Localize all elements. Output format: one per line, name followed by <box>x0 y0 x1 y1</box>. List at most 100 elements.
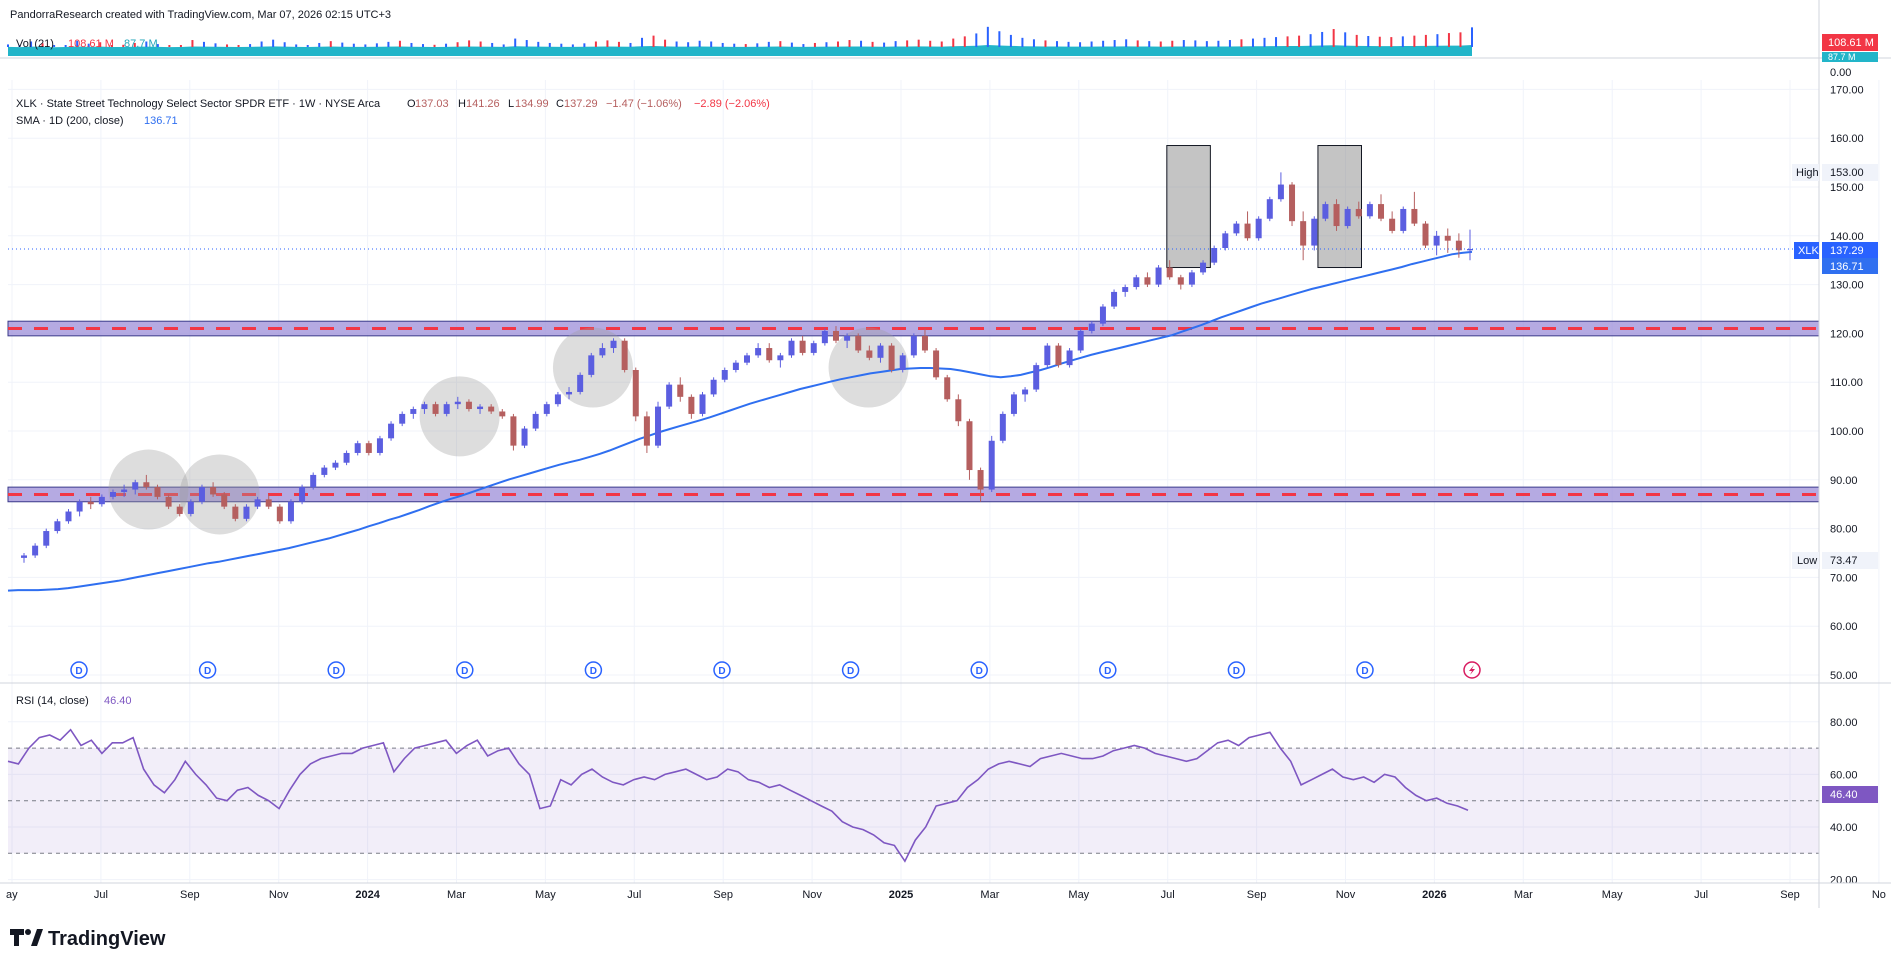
time-axis[interactable]: ay Jul Sep Nov 2024 Mar May Jul Sep Nov 2025 Mar May… <box>6 889 1886 901</box>
dividend-circle <box>198 661 217 679</box>
dividend-marker[interactable]: D <box>970 661 988 679</box>
volume-bar <box>802 44 805 47</box>
legend-o-value: 137.03 <box>415 98 449 110</box>
legend-change: −1.47 (−1.06%) <box>606 98 682 110</box>
dividend-letter: D <box>461 666 468 677</box>
candle-body <box>1122 287 1129 292</box>
time-tick-label: Mar <box>447 889 466 901</box>
dividend-marker[interactable]: D <box>198 661 217 679</box>
volume-bar <box>1251 38 1254 47</box>
volume-bar <box>606 40 609 47</box>
volume-bar <box>433 44 436 47</box>
sma-legend-label[interactable]: SMA · 1D (200, close) <box>16 115 124 127</box>
candle-body <box>1010 394 1017 414</box>
dividend-letter: D <box>75 666 82 677</box>
upcoming-earnings-icon[interactable] <box>1463 661 1481 679</box>
candle-body <box>1099 306 1106 324</box>
dividend-marker[interactable]: D <box>713 661 731 679</box>
volume-bar <box>1298 35 1301 47</box>
volume-bar <box>1182 40 1185 47</box>
volume-bar <box>1355 34 1358 47</box>
dividend-circle <box>456 661 474 679</box>
rsi-legend-label[interactable]: RSI (14, close) <box>16 695 89 707</box>
time-tick-label: Sep <box>180 889 200 901</box>
dividend-letter: D <box>590 666 597 677</box>
candle-body <box>388 423 395 439</box>
volume-bar <box>1275 37 1278 47</box>
candle-body <box>276 506 283 522</box>
candle-body <box>254 499 261 507</box>
dividend-marker[interactable]: D <box>1227 661 1246 679</box>
volume-bar <box>940 41 943 47</box>
volume-bar <box>894 41 897 47</box>
tradingview-logo[interactable]: TradingView <box>10 928 166 950</box>
volume-bar <box>744 44 747 47</box>
highlight-box[interactable] <box>1166 145 1211 269</box>
dividend-circle <box>70 661 88 679</box>
volume-bar <box>1044 40 1047 47</box>
candle-body <box>521 428 528 446</box>
dividend-marker[interactable]: D <box>456 661 474 679</box>
candle-body <box>1311 218 1318 246</box>
volume-bar <box>998 31 1001 47</box>
candle-body <box>98 496 105 505</box>
candle-body <box>977 470 984 490</box>
dividend-marker[interactable]: D <box>1099 661 1117 679</box>
time-tick-label: 2024 <box>355 889 380 901</box>
volume-bar <box>825 42 828 47</box>
rsi-line[interactable] <box>7 728 1469 863</box>
low-value: 73.47 <box>1830 555 1858 567</box>
candle-body <box>1378 204 1385 219</box>
dividend-circle <box>1099 661 1117 679</box>
volume-bar <box>202 41 205 47</box>
volume-bar <box>767 41 770 47</box>
highlight-circle[interactable] <box>108 449 189 530</box>
volume-bar <box>87 43 90 47</box>
price-axis[interactable]: 50.00 60.00 70.00 80.00 90.00 100.00 110.00 120… <box>1830 84 1864 886</box>
candle-body <box>210 487 217 495</box>
price-tick-label: 170.00 <box>1830 84 1864 96</box>
dividend-marker[interactable]: D <box>1356 661 1374 679</box>
volume-bar <box>848 40 851 47</box>
candle-body <box>688 396 695 414</box>
candle-body <box>1422 223 1429 246</box>
sma-line[interactable] <box>7 250 1473 592</box>
volume-bar <box>698 40 701 47</box>
legend-c-value: 137.29 <box>564 98 598 110</box>
time-tick-label: May <box>1602 889 1623 901</box>
volume-bar <box>664 39 667 47</box>
candle-body <box>332 462 339 468</box>
rsi-tick-label: 40.00 <box>1830 822 1858 834</box>
candle-body <box>921 335 928 351</box>
candle-body <box>287 501 294 522</box>
time-tick-label: Mar <box>1514 889 1533 901</box>
volume-bar <box>214 43 217 47</box>
candle-body <box>32 545 39 556</box>
time-tick-label: ay <box>6 889 18 901</box>
dividend-marker[interactable]: D <box>841 661 860 679</box>
candle-body <box>1266 199 1273 219</box>
candle-body <box>477 406 484 410</box>
volume-legend-label[interactable]: Vol (21) <box>16 38 54 50</box>
dividend-marker[interactable]: D <box>70 661 88 679</box>
dividend-circle <box>970 661 988 679</box>
highlight-circle[interactable] <box>419 376 500 457</box>
dividend-marker[interactable]: D <box>584 661 603 679</box>
high-label: High <box>1796 167 1819 179</box>
highlight-circle[interactable] <box>828 327 909 408</box>
volume-bar <box>721 42 724 47</box>
dividend-circle <box>1227 661 1246 679</box>
dividend-marker[interactable]: D <box>327 661 345 679</box>
highlight-circle[interactable] <box>179 454 260 535</box>
volume-bar <box>1263 37 1266 47</box>
candle-body <box>966 421 973 471</box>
legend-title[interactable]: XLK · State Street Technology Select Sec… <box>16 98 381 110</box>
candle-body <box>510 416 517 446</box>
volume-bar <box>1205 41 1208 47</box>
volume-bar <box>1056 41 1059 47</box>
volume-bar <box>41 43 44 47</box>
volume-ma-area <box>8 45 1472 56</box>
candle-body <box>955 399 962 422</box>
dividend-letter: D <box>976 666 983 677</box>
